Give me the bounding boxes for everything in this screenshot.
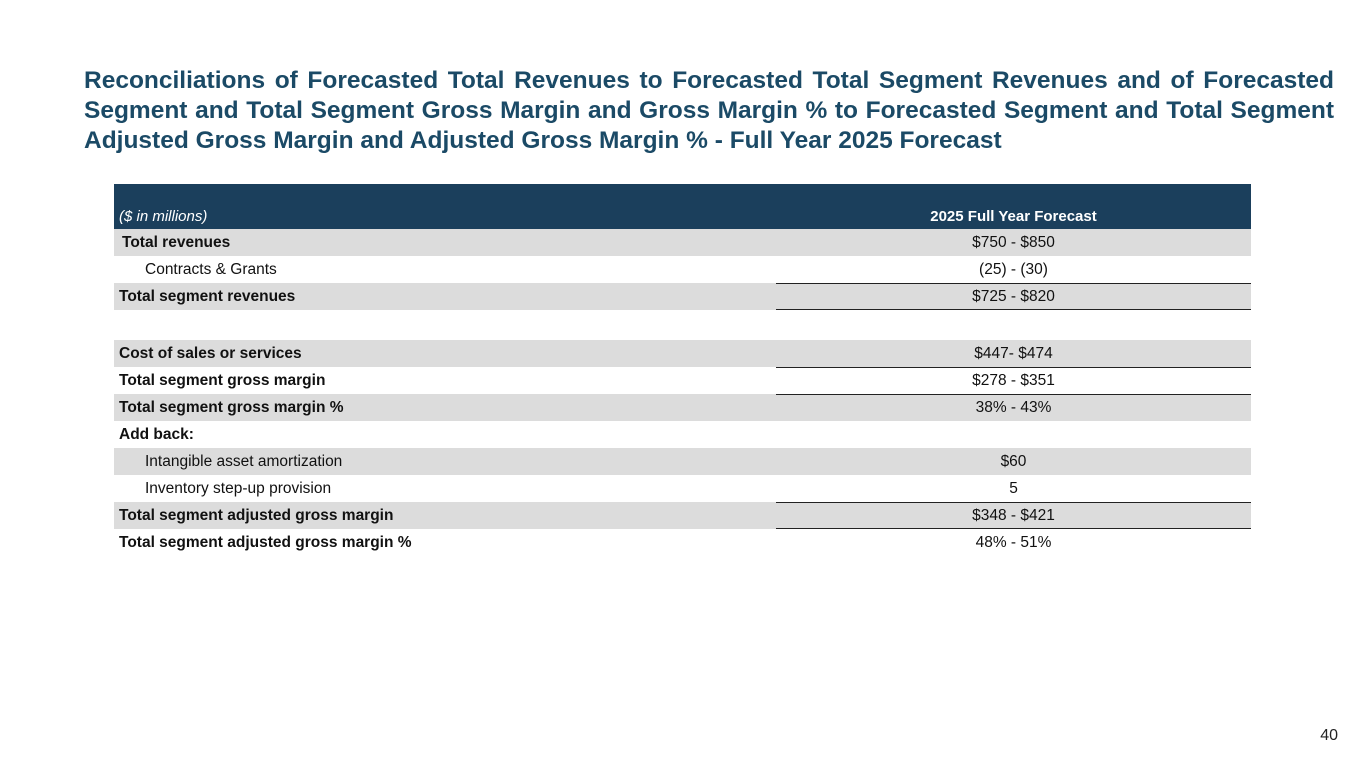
table-row-total-revenues: Total revenues $750 - $850 — [114, 229, 1251, 256]
table-row-total-segment-revenues: Total segment revenues $725 - $820 — [114, 283, 1251, 310]
row-value: $750 - $850 — [972, 234, 1055, 251]
table-row-spacer — [114, 310, 1251, 340]
page-number: 40 — [1320, 727, 1338, 744]
row-label: Cost of sales or services — [119, 345, 302, 362]
row-value — [776, 421, 1251, 448]
row-label: Add back: — [119, 426, 194, 443]
table-row-intangible-amortization: Intangible asset amortization $60 — [114, 448, 1251, 475]
row-value: $447- $474 — [974, 345, 1053, 362]
row-value: $60 — [1000, 453, 1027, 470]
table-row-total-segment-gross-margin: Total segment gross margin $278 - $351 — [114, 367, 1251, 394]
row-label: Total revenues — [122, 234, 231, 251]
row-label: Total segment revenues — [119, 288, 296, 305]
row-label: Contracts & Grants — [145, 261, 277, 278]
table-row-cost-of-sales: Cost of sales or services $447- $474 — [114, 340, 1251, 367]
row-value: 48% - 51% — [975, 534, 1052, 551]
row-value: (25) - (30) — [979, 261, 1048, 278]
row-label: Inventory step-up provision — [145, 480, 332, 497]
row-value: $725 - $820 — [776, 283, 1251, 310]
table-header: ($ in millions) 2025 Full Year Forecast — [114, 184, 1251, 229]
row-label: Total segment adjusted gross margin — [119, 507, 394, 524]
row-value — [776, 310, 1251, 337]
row-value: 38% - 43% — [776, 394, 1251, 421]
row-label: Total segment gross margin — [119, 372, 326, 389]
table-row-total-segment-gross-margin-pct: Total segment gross margin % 38% - 43% — [114, 394, 1251, 421]
table-row-total-segment-adjusted-gross-margin-pct: Total segment adjusted gross margin % 48… — [114, 529, 1251, 556]
table-row-total-segment-adjusted-gross-margin: Total segment adjusted gross margin $348… — [114, 502, 1251, 529]
units-label: ($ in millions) — [119, 208, 208, 225]
page-title: Reconciliations of Forecasted Total Reve… — [84, 67, 1334, 154]
row-label: Total segment gross margin % — [119, 399, 344, 416]
row-value: 5 — [1009, 480, 1018, 497]
table-row-inventory-step-up: Inventory step-up provision 5 — [114, 475, 1251, 502]
row-value: $278 - $351 — [776, 367, 1251, 394]
row-value: $348 - $421 — [776, 502, 1251, 529]
table-row-contracts-grants: Contracts & Grants (25) - (30) — [114, 256, 1251, 283]
row-label: Intangible asset amortization — [145, 453, 343, 470]
row-label: Total segment adjusted gross margin % — [119, 534, 412, 551]
table-row-add-back: Add back: — [114, 421, 1251, 448]
column-header-forecast: 2025 Full Year Forecast — [930, 208, 1097, 225]
reconciliation-table: ($ in millions) 2025 Full Year Forecast … — [114, 184, 1251, 556]
